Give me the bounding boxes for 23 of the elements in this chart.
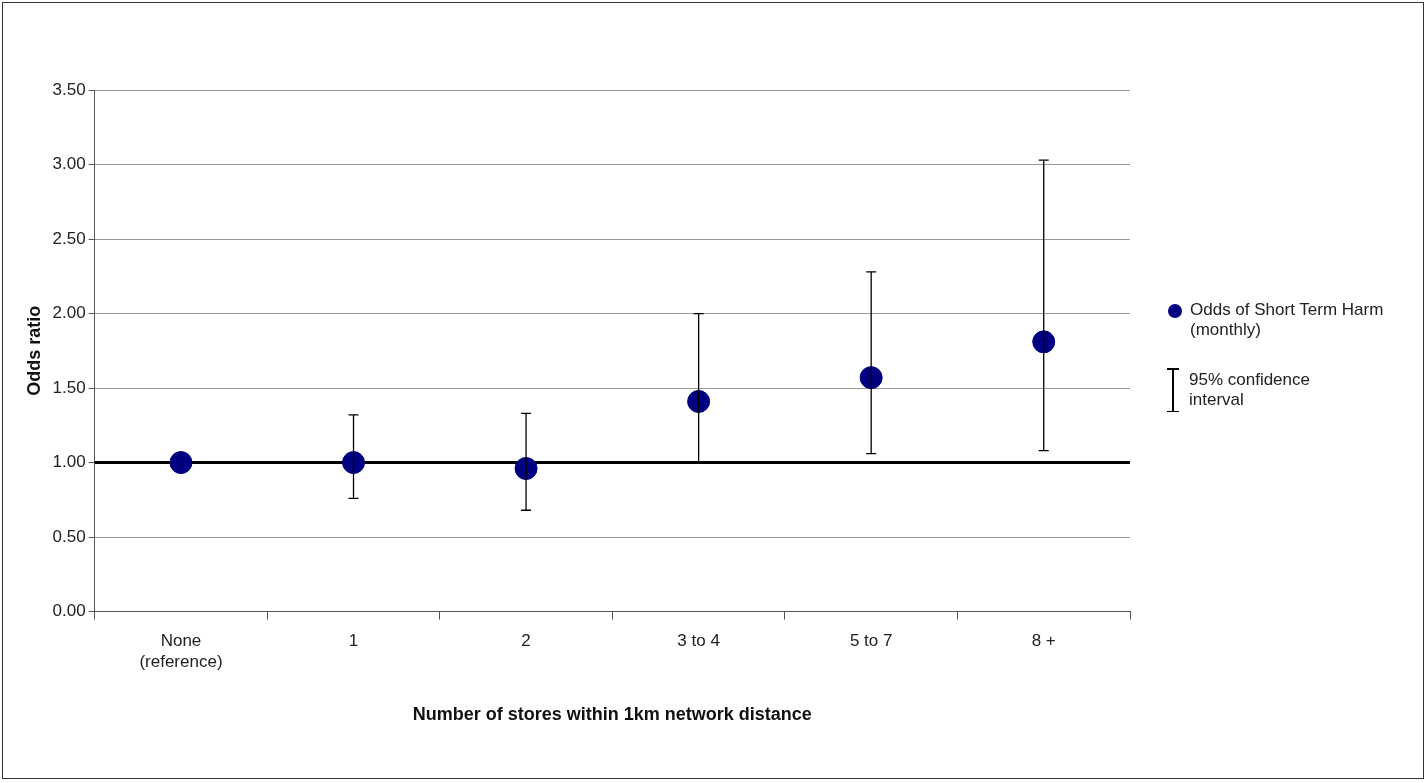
- x-tick-label: 8 +: [1031, 631, 1056, 651]
- y-tick-label: 0.00: [52, 601, 86, 621]
- y-axis-title: Odds ratio: [23, 305, 44, 396]
- point: [169, 451, 193, 475]
- y-tick-label: 3.50: [52, 79, 86, 99]
- x-tick-label: None (reference): [139, 631, 223, 671]
- point: [1032, 330, 1056, 354]
- y-tick-label: 0.50: [52, 526, 86, 546]
- y-tick-label: 1.00: [52, 452, 86, 472]
- point: [687, 389, 711, 413]
- x-tick-label: 3 to 4: [677, 631, 720, 651]
- point: [859, 366, 883, 390]
- text: 95% confidence interval: [1189, 370, 1311, 410]
- y-tick-label: 3.00: [52, 154, 86, 174]
- point: [342, 451, 366, 475]
- y-tick-label: 2.50: [52, 228, 86, 248]
- y-tick-label: 2.00: [52, 303, 86, 323]
- x-axis-title: Number of stores within 1km network distance: [412, 704, 812, 725]
- x-tick-label: 1: [348, 631, 359, 651]
- x-tick-label: 5 to 7: [849, 631, 893, 651]
- y-tick-label: 1.50: [52, 377, 86, 397]
- x-tick-label: 2: [521, 631, 531, 651]
- legend-label: Odds of Short Term Harm (monthly): [1190, 300, 1385, 340]
